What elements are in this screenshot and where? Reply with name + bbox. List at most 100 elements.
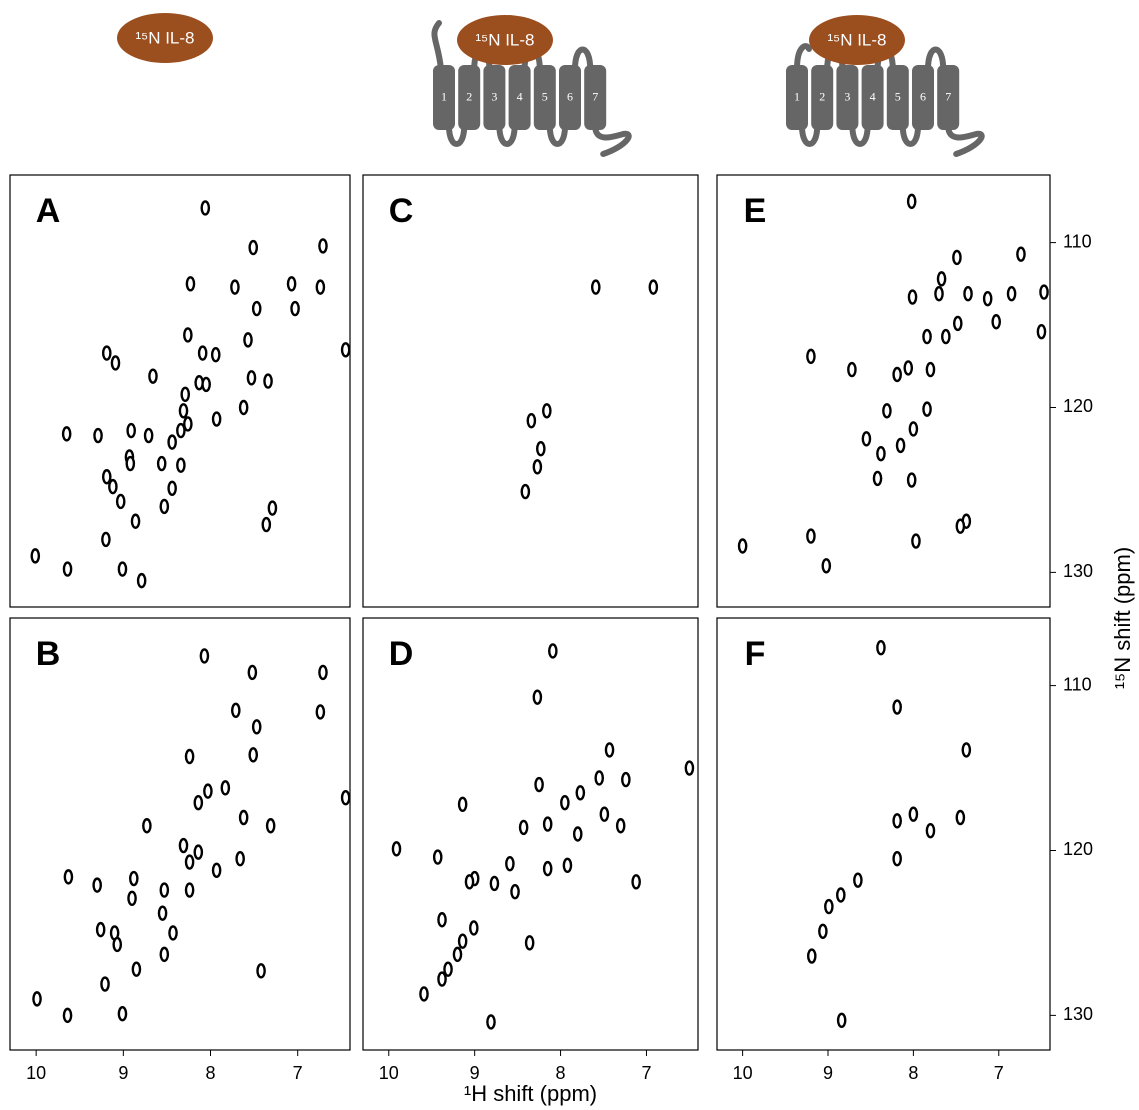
helix xyxy=(886,65,909,130)
x-tick-label: 9 xyxy=(823,1063,833,1083)
peak xyxy=(251,300,262,317)
peak xyxy=(184,882,195,898)
peak xyxy=(176,422,186,439)
peak xyxy=(469,920,479,936)
peak xyxy=(220,780,231,796)
il8-ellipse xyxy=(117,13,213,63)
peak xyxy=(131,961,142,977)
panel-letter: E xyxy=(744,192,767,230)
helix xyxy=(483,65,506,130)
y-tick-label: 120 xyxy=(1063,839,1093,859)
peak xyxy=(130,513,141,529)
peak xyxy=(211,411,222,427)
peak xyxy=(903,360,914,376)
peak xyxy=(982,290,993,307)
x-tick-label: 8 xyxy=(206,1063,216,1083)
x-axis-title: ¹H shift (ppm) xyxy=(464,1081,597,1106)
peak xyxy=(167,480,177,496)
peak xyxy=(806,528,816,544)
helix xyxy=(533,65,556,130)
n-tail xyxy=(431,20,444,72)
peak xyxy=(836,887,846,903)
peak xyxy=(210,347,221,363)
peak xyxy=(575,785,586,801)
panel-letter: D xyxy=(389,635,414,673)
helix-number: 4 xyxy=(517,89,523,103)
peak xyxy=(318,238,328,254)
helix-number: 1 xyxy=(794,89,800,103)
peak xyxy=(156,455,167,472)
peak xyxy=(1039,284,1049,300)
peak xyxy=(1006,286,1017,302)
peak xyxy=(193,794,204,811)
peak xyxy=(230,279,240,295)
peak xyxy=(117,561,128,577)
peak xyxy=(184,854,195,870)
panel-frame xyxy=(716,617,1051,1051)
peak xyxy=(532,459,543,475)
peak xyxy=(100,976,110,992)
peak xyxy=(238,399,249,416)
peak xyxy=(806,348,816,365)
peak xyxy=(818,923,828,939)
peak xyxy=(562,857,573,874)
peak xyxy=(911,533,921,549)
y-axis-title: ¹⁵N shift (ppm) xyxy=(1110,547,1135,689)
peak xyxy=(32,991,42,1007)
peak xyxy=(193,844,204,860)
peak xyxy=(246,370,257,386)
loop xyxy=(849,123,871,147)
peak xyxy=(143,427,154,444)
loop xyxy=(546,123,568,147)
helix-number: 7 xyxy=(945,89,951,103)
peak xyxy=(876,445,886,462)
peak xyxy=(267,500,278,516)
peak xyxy=(315,279,326,295)
helix-number: 2 xyxy=(819,89,825,103)
helix-number: 5 xyxy=(895,89,901,103)
peak xyxy=(126,422,136,439)
peak xyxy=(572,826,583,842)
x-tick-label: 9 xyxy=(470,1063,480,1083)
peak xyxy=(178,403,189,419)
helix-number: 3 xyxy=(844,89,850,103)
peak xyxy=(1036,323,1047,340)
peak xyxy=(62,561,73,577)
peak xyxy=(934,286,944,302)
peak xyxy=(437,971,447,987)
peak xyxy=(128,870,139,887)
peak xyxy=(203,783,213,799)
peak xyxy=(286,276,297,292)
loop xyxy=(799,123,821,147)
peak xyxy=(615,818,626,834)
x-tick-label: 9 xyxy=(118,1063,128,1083)
peak xyxy=(318,664,328,681)
helix-number: 6 xyxy=(920,89,926,103)
c-tail xyxy=(945,123,985,157)
peak xyxy=(167,434,177,450)
panel-frame xyxy=(362,174,699,608)
peak xyxy=(432,849,443,865)
y-tick-label: 110 xyxy=(1063,674,1092,694)
peak xyxy=(906,193,917,210)
peak xyxy=(117,1006,128,1022)
peak xyxy=(861,431,872,447)
panel-frame xyxy=(9,617,351,1051)
peak xyxy=(101,531,111,548)
peak xyxy=(955,809,966,826)
peak xyxy=(631,874,641,890)
loop xyxy=(572,46,594,72)
panel-frame xyxy=(362,617,699,1051)
peak xyxy=(847,361,857,378)
peak xyxy=(452,946,463,963)
x-tick-label: 10 xyxy=(379,1063,399,1083)
peak xyxy=(505,855,515,872)
panel-letter: A xyxy=(36,192,61,230)
peak xyxy=(290,300,300,317)
peak xyxy=(489,875,500,892)
peak xyxy=(256,963,266,979)
x-tick-label: 7 xyxy=(293,1063,303,1083)
loop xyxy=(899,123,921,147)
peak xyxy=(243,332,253,348)
helix-number: 1 xyxy=(441,89,447,103)
